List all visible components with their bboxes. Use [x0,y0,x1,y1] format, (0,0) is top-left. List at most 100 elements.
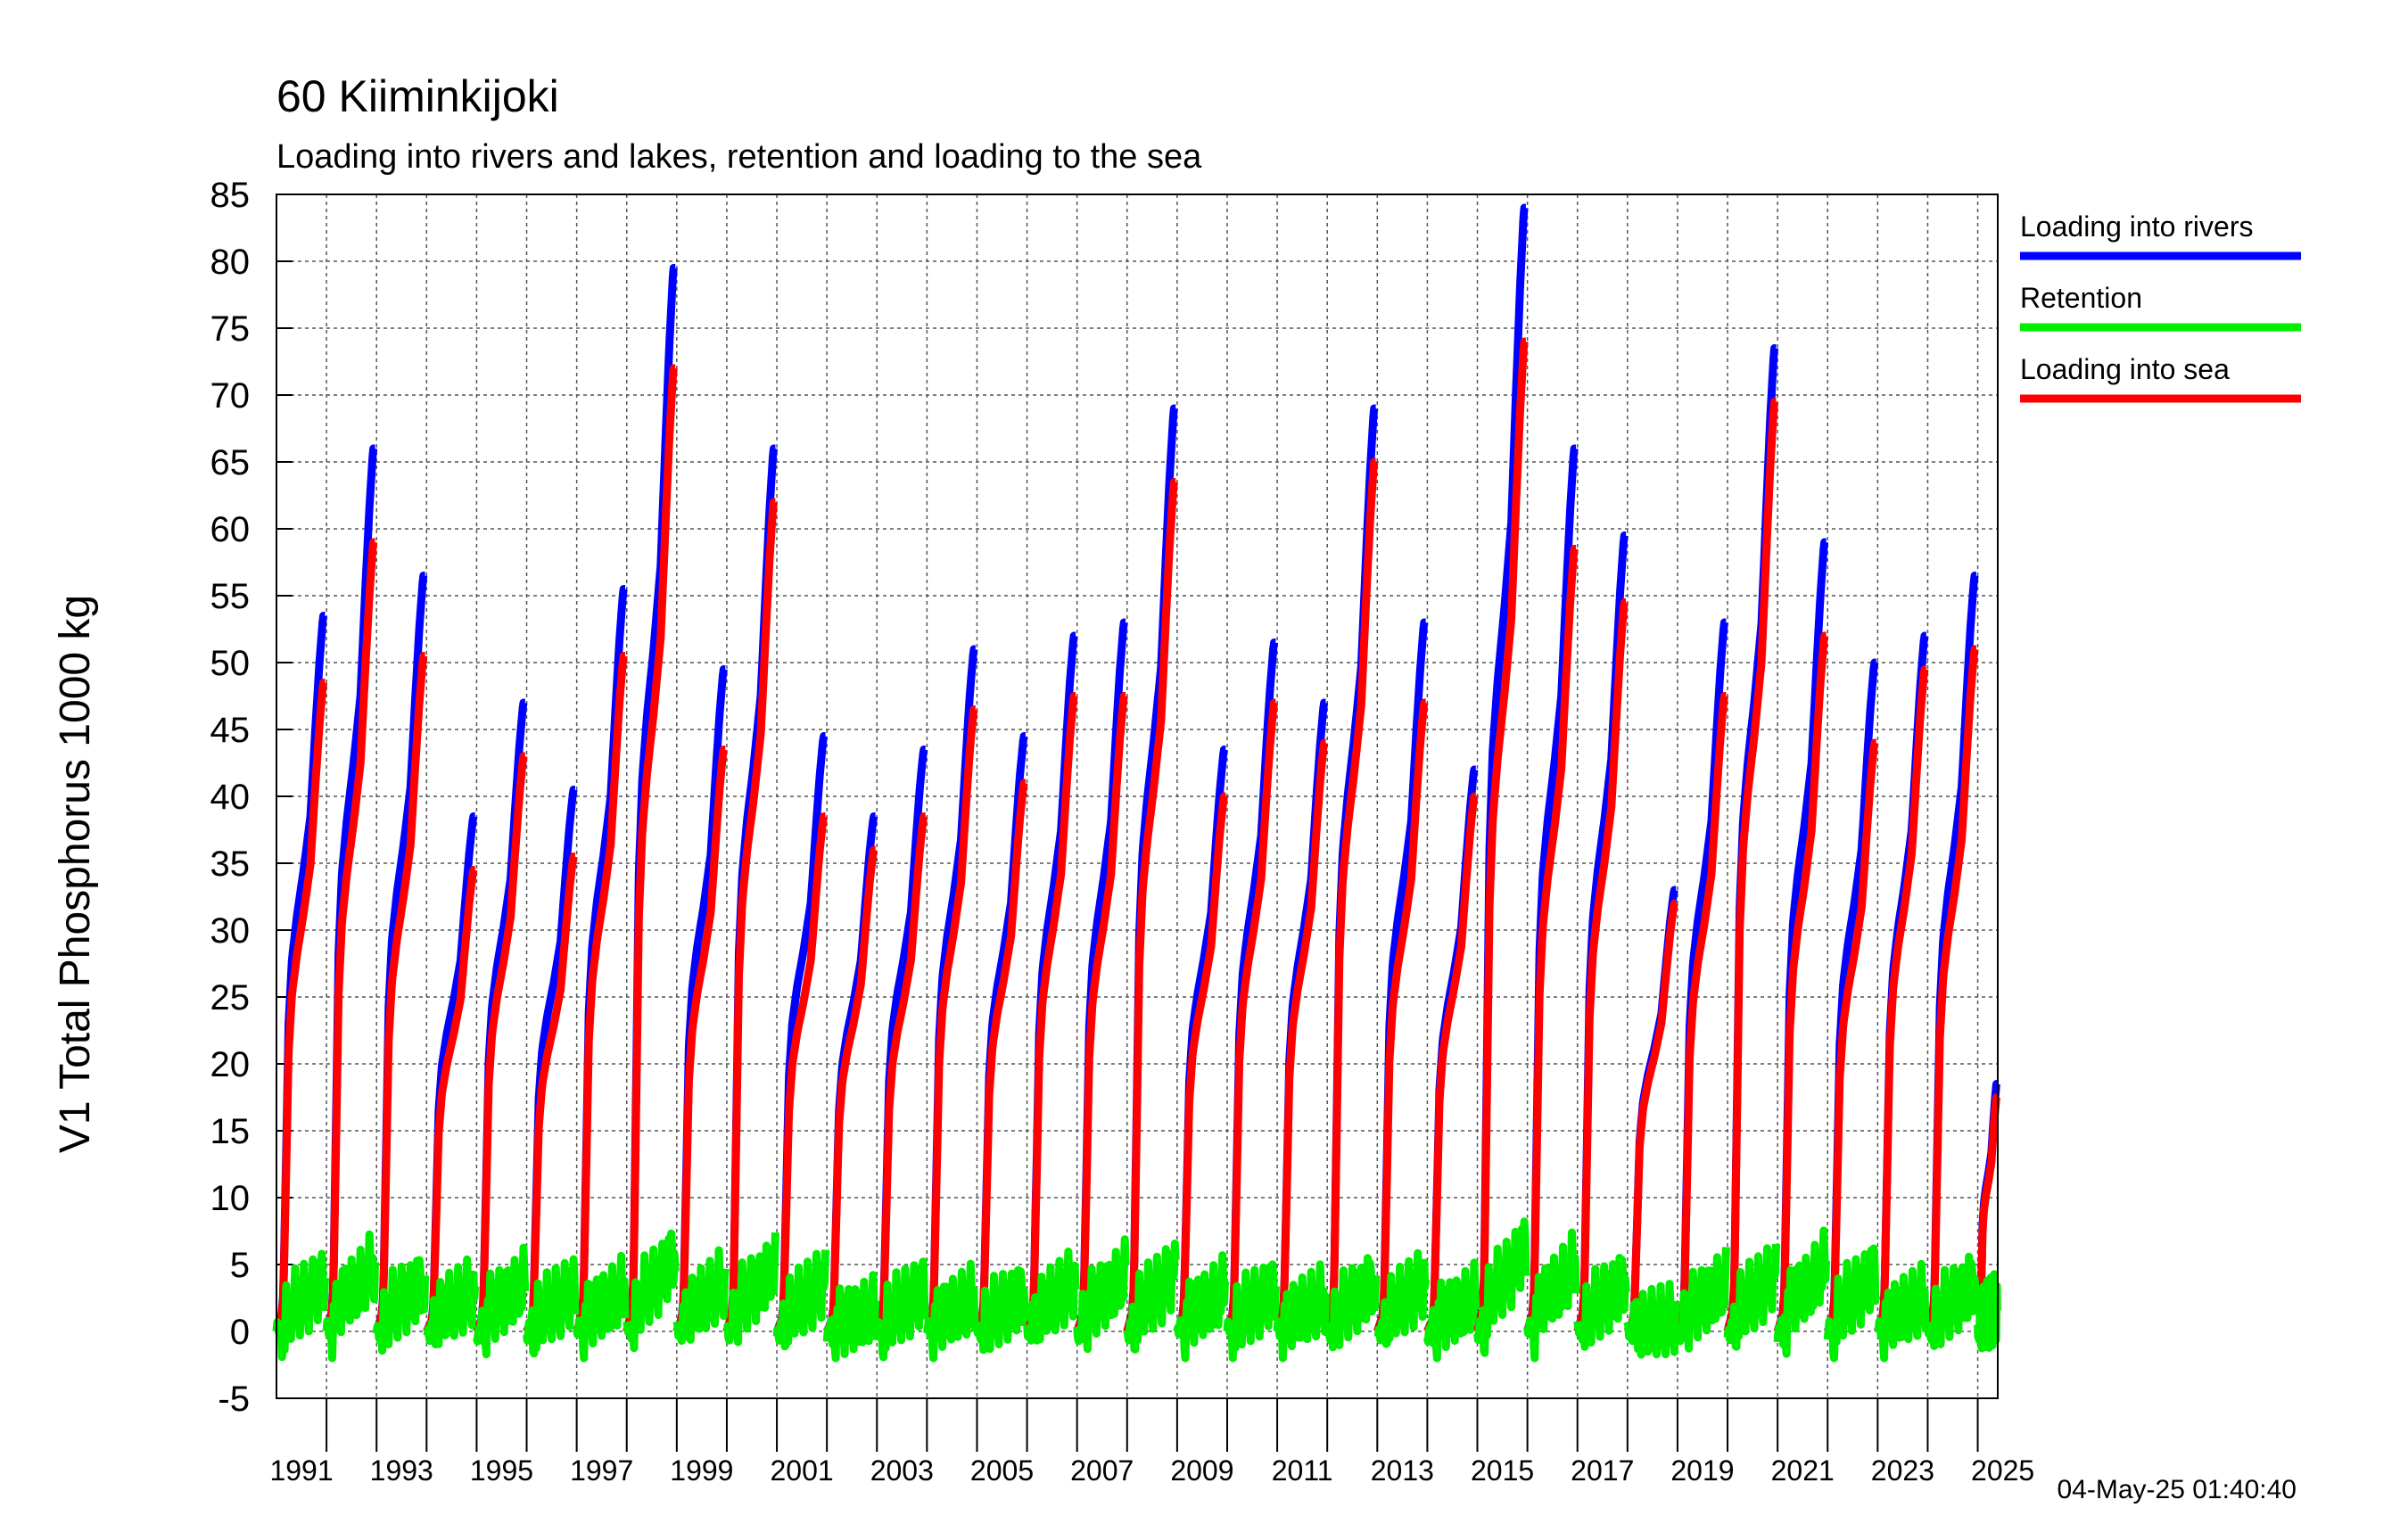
series-loading-into-sea-year-24 [1473,337,1530,1333]
y-tick-label: 35 [210,845,251,884]
series-retention-year-8 [672,1246,730,1345]
y-tick-label: 80 [210,243,251,282]
x-tick-label: 2023 [1871,1454,1934,1487]
y-tick-label: 65 [210,443,251,482]
y-tick-label: 10 [210,1179,251,1218]
series-retention-year-33 [1924,1252,1981,1350]
series-loading-into-sea-year-8 [672,746,729,1334]
y-tick-label: 5 [230,1246,250,1285]
chart-subtitle: Loading into rivers and lakes, retention… [276,138,1202,176]
legend-label: Loading into rivers [2020,210,2253,243]
series-retention-year-9 [722,1232,779,1347]
series-retention-year-15 [1023,1248,1080,1345]
y-tick-label: 20 [210,1045,251,1084]
series-retention-year-27 [1623,1280,1680,1359]
plot-frame [276,194,1999,1399]
x-tick-label: 1997 [570,1454,633,1487]
x-tick-label: 2017 [1571,1454,1634,1487]
y-tick-label: 55 [210,577,251,616]
series-loading-into-sea-year-17 [1123,478,1179,1333]
series-loading-into-sea-year-12 [873,812,929,1334]
series-retention-year-21 [1323,1254,1381,1352]
series-loading-into-sea-year-1 [322,538,379,1333]
x-tick-label: 2011 [1272,1454,1333,1487]
legend-label: Retention [2020,282,2142,314]
y-tick-label: 85 [210,176,251,215]
series-loading-into-sea-year-9 [722,498,779,1333]
y-tick-label: -5 [218,1380,250,1419]
series-loading-into-sea-year-3 [423,866,479,1334]
series-retention-year-24 [1473,1217,1530,1357]
x-tick-label: 1991 [269,1454,333,1487]
series-loading-into-sea-year-33 [1924,645,1980,1333]
series-retention-year-7 [623,1229,680,1353]
series-loading-into-sea-year-2 [372,652,429,1333]
y-tick-label: 75 [210,309,251,349]
series-layer [272,203,2001,1363]
x-tick-label: 2021 [1771,1454,1835,1487]
x-tick-label: 2025 [1971,1454,2034,1487]
series-retention-year-12 [872,1257,930,1362]
y-tick-label: 45 [210,711,251,750]
x-tick-label: 2019 [1670,1454,1734,1487]
series-loading-into-sea-year-0 [272,679,328,1334]
series-retention-year-4 [473,1243,530,1359]
series-loading-into-sea-year-19 [1223,698,1279,1334]
series-retention-year-28 [1673,1247,1730,1353]
y-tick-label: 70 [210,376,251,416]
series-loading-into-sea-year-21 [1323,457,1380,1333]
series-retention-year-30 [1773,1226,1831,1358]
series-loading-into-sea-year-18 [1173,792,1229,1334]
series-retention-year-6 [573,1251,630,1363]
x-tick-label: 2009 [1170,1454,1233,1487]
y-axis-label: V1 Total Phosphorus 1000 kg [52,595,99,1153]
series-loading-into-sea-year-22 [1373,698,1430,1334]
series-retention-year-2 [372,1256,430,1355]
x-tick-label: 1999 [670,1454,733,1487]
timestamp: 04-May-25 01:40:40 [2057,1475,2297,1504]
x-axis-ticks: 1991 1993 1995 1997 1999 2001 2003 2005 2007 2009… [269,1398,2034,1487]
series-retention-year-26 [1573,1254,1630,1351]
x-tick-label: 2013 [1371,1454,1434,1487]
x-tick-label: 2007 [1070,1454,1134,1487]
legend-label: Loading into sea [2020,353,2230,385]
series-retention-year-19 [1223,1260,1280,1363]
series-retention-year-5 [523,1255,580,1358]
series-loading-into-sea-year-5 [523,853,579,1334]
series-retention-year-25 [1523,1228,1580,1363]
series-retention-year-10 [772,1249,829,1351]
series-retention-year-29 [1723,1243,1780,1351]
series-retention-year-3 [423,1255,480,1348]
y-tick-label: 60 [210,510,251,549]
series-loading-into-sea-year-6 [573,652,629,1333]
x-tick-label: 2001 [771,1454,834,1487]
series-retention-year-31 [1823,1244,1881,1363]
series-retention-year-32 [1874,1259,1931,1363]
y-tick-label: 30 [210,911,251,951]
series-retention-year-13 [923,1259,980,1363]
x-tick-label: 1995 [470,1454,533,1487]
series-retention-year-16 [1073,1235,1130,1354]
series-loading-into-sea-year-27 [1623,899,1679,1334]
y-tick-label: 0 [230,1313,250,1352]
x-tick-label: 2015 [1471,1454,1534,1487]
series-loading-into-sea-year-16 [1073,692,1129,1334]
chart-title: 60 Kiiminkijoki [276,71,559,121]
series-loading-into-sea-year-29 [1723,398,1779,1333]
series-retention-year-34 [1974,1270,2001,1353]
x-tick-label: 2003 [870,1454,934,1487]
x-tick-label: 2005 [970,1454,1034,1487]
series-retention-year-17 [1123,1240,1180,1354]
series-retention-year-11 [822,1271,880,1363]
legend: Loading into rivers Retention Loading into… [2020,210,2301,403]
series-loading-into-sea-year-31 [1824,738,1880,1334]
series-loading-into-sea-year-7 [623,364,679,1333]
series-loading-into-sea-year-25 [1523,545,1579,1333]
series-loading-into-sea-year-10 [773,812,829,1334]
series-retention-year-18 [1173,1251,1230,1363]
x-tick-label: 1993 [370,1454,433,1487]
series-loading-into-sea-year-11 [823,845,879,1334]
series-retention-year-20 [1273,1260,1330,1363]
y-tick-label: 50 [210,644,251,683]
series-loading-into-sea-year-30 [1773,631,1830,1333]
